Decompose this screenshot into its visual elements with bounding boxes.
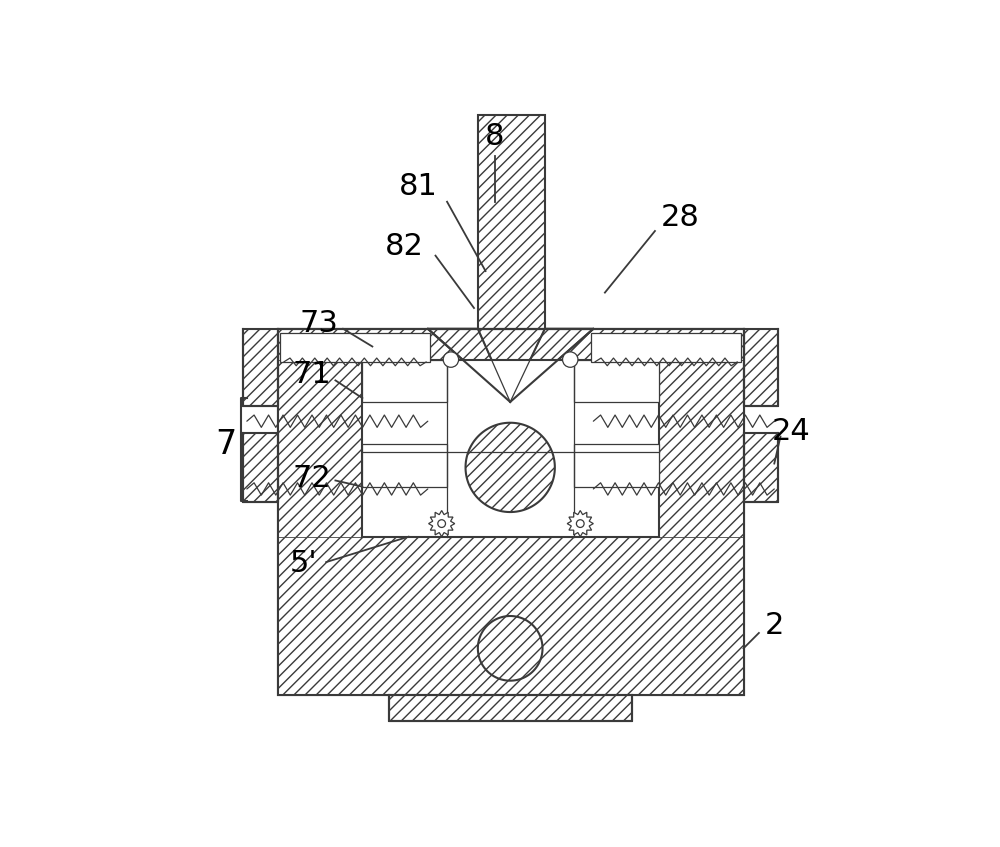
- Bar: [278, 537, 744, 695]
- Bar: [280, 333, 430, 362]
- Polygon shape: [466, 423, 555, 512]
- Bar: [362, 360, 659, 537]
- Text: 2: 2: [765, 611, 784, 639]
- Bar: [591, 333, 741, 362]
- Bar: [243, 329, 278, 406]
- Bar: [243, 433, 278, 502]
- Text: 24: 24: [772, 417, 811, 446]
- Bar: [478, 115, 545, 329]
- Text: 8: 8: [485, 122, 505, 151]
- Bar: [278, 360, 362, 537]
- Text: 28: 28: [661, 202, 700, 231]
- Bar: [278, 329, 744, 695]
- Bar: [278, 329, 744, 360]
- Text: 5': 5': [289, 549, 317, 579]
- Circle shape: [438, 520, 446, 528]
- Text: 81: 81: [399, 172, 438, 201]
- Bar: [744, 433, 778, 502]
- Text: 72: 72: [293, 464, 332, 494]
- Bar: [389, 695, 632, 722]
- Bar: [362, 445, 447, 487]
- Text: 7: 7: [215, 428, 237, 461]
- Bar: [362, 360, 447, 402]
- Polygon shape: [428, 329, 510, 402]
- Polygon shape: [510, 329, 593, 402]
- Text: 82: 82: [385, 232, 424, 261]
- Bar: [278, 329, 744, 695]
- Polygon shape: [429, 511, 455, 537]
- Text: 73: 73: [299, 309, 338, 338]
- Circle shape: [443, 352, 459, 368]
- Bar: [574, 445, 659, 487]
- Polygon shape: [567, 511, 593, 537]
- Bar: [744, 329, 778, 406]
- Polygon shape: [478, 616, 543, 681]
- Bar: [659, 360, 744, 537]
- Bar: [574, 360, 659, 402]
- Circle shape: [563, 352, 578, 368]
- Text: 71: 71: [293, 361, 332, 390]
- Circle shape: [576, 520, 584, 528]
